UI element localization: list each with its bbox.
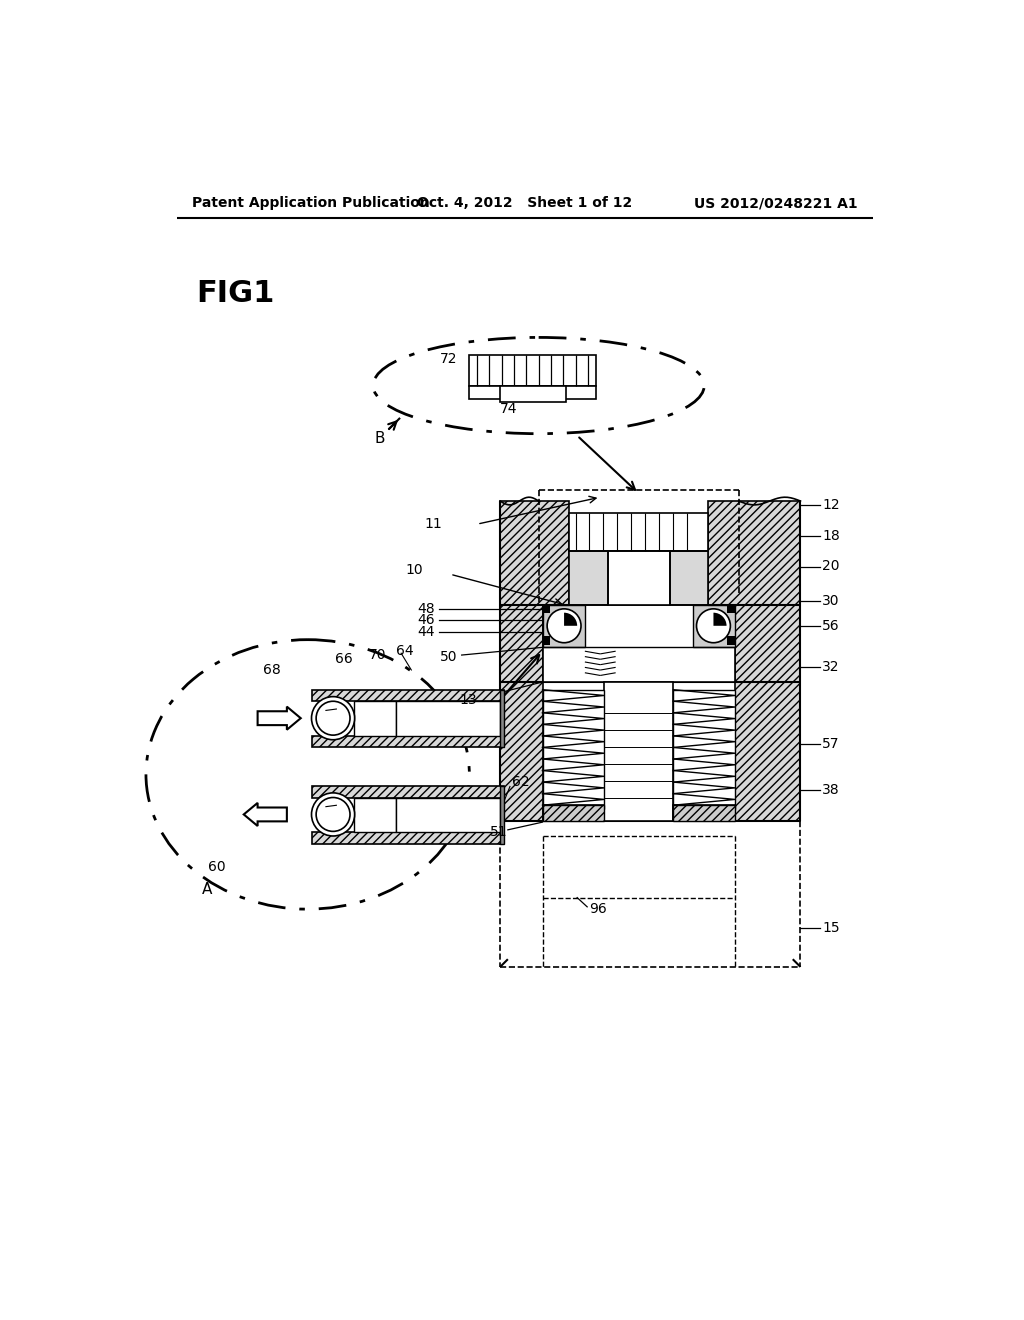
Bar [543, 805, 604, 821]
Bar [674, 689, 735, 809]
Bar [543, 689, 604, 809]
Text: 64: 64 [396, 644, 414, 659]
Circle shape [316, 797, 350, 832]
Bar [727, 605, 735, 612]
Bar [543, 605, 585, 647]
Text: 20: 20 [822, 560, 840, 573]
Circle shape [547, 609, 581, 643]
Circle shape [696, 609, 730, 643]
Text: 13: 13 [460, 693, 477, 706]
Bar [311, 785, 504, 797]
Bar [500, 605, 543, 682]
Circle shape [316, 701, 350, 735]
Text: 68: 68 [263, 664, 281, 677]
Bar [311, 737, 504, 747]
Bar [708, 502, 801, 605]
Text: 50: 50 [440, 651, 458, 664]
Text: 60: 60 [208, 859, 225, 874]
Bar [674, 805, 735, 821]
Bar [311, 832, 504, 843]
Circle shape [311, 793, 354, 836]
Bar [543, 636, 550, 645]
Text: 11: 11 [425, 517, 442, 531]
Bar [500, 785, 504, 843]
Circle shape [311, 697, 354, 739]
Wedge shape [564, 612, 578, 626]
Text: 32: 32 [822, 660, 840, 673]
Bar [569, 552, 608, 605]
Text: 12: 12 [822, 498, 840, 512]
Bar [735, 605, 801, 682]
Text: 57: 57 [822, 737, 840, 751]
FancyArrow shape [244, 803, 287, 826]
Bar [469, 385, 596, 400]
Bar [396, 797, 500, 832]
Bar [569, 512, 708, 552]
Bar [674, 805, 735, 821]
Text: 30: 30 [822, 594, 840, 609]
Bar [604, 682, 674, 821]
Bar [469, 355, 596, 385]
Bar [543, 605, 735, 682]
Ellipse shape [146, 640, 469, 909]
Bar [692, 605, 735, 647]
Text: 15: 15 [822, 921, 840, 936]
Text: Oct. 4, 2012   Sheet 1 of 12: Oct. 4, 2012 Sheet 1 of 12 [417, 197, 633, 210]
Bar [311, 689, 504, 701]
Text: 62: 62 [512, 775, 529, 789]
Bar [543, 689, 604, 809]
Bar [500, 689, 504, 747]
Bar [735, 682, 801, 821]
Bar [608, 552, 670, 605]
Ellipse shape [373, 338, 705, 434]
Text: 66: 66 [335, 652, 352, 665]
Text: 46: 46 [417, 614, 435, 627]
Text: 74: 74 [500, 401, 518, 416]
Text: 18: 18 [822, 529, 840, 543]
Bar [543, 805, 604, 821]
Text: 48: 48 [417, 602, 435, 616]
Text: FIG1: FIG1 [196, 279, 274, 308]
Bar [396, 701, 500, 737]
Wedge shape [714, 612, 727, 626]
Bar [727, 636, 735, 645]
Bar [354, 797, 396, 832]
Text: US 2012/0248221 A1: US 2012/0248221 A1 [694, 197, 857, 210]
Text: Patent Application Publication: Patent Application Publication [193, 197, 430, 210]
Text: 70: 70 [370, 648, 387, 663]
Bar [543, 605, 550, 612]
Text: 10: 10 [406, 564, 423, 577]
Text: 51: 51 [490, 825, 508, 840]
FancyArrow shape [258, 706, 301, 730]
Text: 72: 72 [440, 351, 458, 366]
Bar [500, 502, 569, 605]
Text: 56: 56 [822, 619, 840, 632]
Bar [670, 552, 708, 605]
Text: 44: 44 [417, 624, 435, 639]
Text: A: A [202, 882, 213, 898]
Text: 38: 38 [822, 783, 840, 797]
Bar [674, 689, 735, 809]
Bar [500, 385, 565, 403]
Text: 96: 96 [589, 902, 606, 916]
Bar [354, 701, 396, 737]
Text: B: B [375, 432, 385, 446]
Bar [500, 682, 543, 821]
